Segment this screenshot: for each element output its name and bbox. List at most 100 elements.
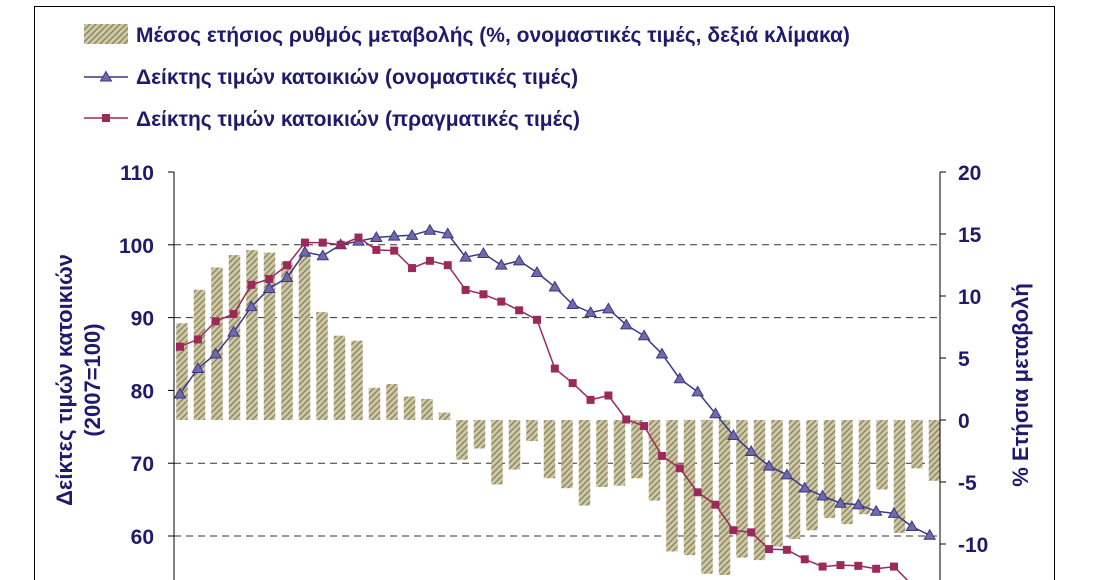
bar (648, 420, 661, 501)
real-point (747, 528, 756, 537)
left-tick-label: 70 (131, 453, 154, 476)
real-point (836, 561, 845, 570)
nominal-point (494, 258, 508, 270)
real-point (622, 415, 631, 424)
nominal-point (174, 387, 187, 399)
bar (456, 420, 468, 460)
left-axis-ticks: 110 100 90 80 70 60 (119, 162, 174, 549)
nominal-point (816, 489, 829, 501)
right-tick-label: -10 (958, 534, 988, 557)
real-point (890, 562, 898, 571)
bar (718, 420, 731, 575)
nominal-point (209, 347, 223, 359)
real-point (568, 379, 577, 388)
nominal-point (387, 229, 401, 241)
nominal-point (887, 506, 901, 518)
bar (193, 289, 206, 420)
real-point (782, 545, 791, 554)
real-point (693, 488, 702, 497)
right-tick-label: 20 (958, 162, 981, 185)
real-point (390, 246, 399, 255)
bar (281, 261, 293, 420)
bar (736, 420, 748, 558)
bar (858, 420, 871, 515)
real-point (443, 261, 452, 270)
bar (771, 420, 783, 547)
nominal-point (441, 227, 455, 239)
nominal-point (673, 372, 687, 384)
real-point (211, 317, 220, 326)
bar (928, 420, 940, 481)
real-point (479, 290, 488, 299)
bar (946, 420, 958, 496)
nominal-point (619, 318, 633, 330)
right-tick-label: -5 (958, 472, 977, 495)
nominal-point (227, 325, 240, 337)
nominal-point (762, 459, 776, 471)
real-point (300, 238, 309, 247)
right-axis-title: % Ετήσια μεταβολή (1008, 283, 1033, 487)
legend-item-nominal: Δείκτης τιμών κατοικιών (ονομαστικές τιμ… (84, 66, 578, 89)
bar (351, 340, 363, 420)
bar (578, 420, 591, 506)
left-tick-label: 60 (131, 526, 154, 549)
left-tick-label: 100 (119, 235, 154, 258)
real-point (497, 297, 506, 306)
nominal-point (245, 300, 258, 312)
nominal-point (602, 302, 615, 314)
bar (211, 267, 223, 420)
legend-item-bars: Μέσος ετήσιος ρυθμός μεταβολής (%, ονομα… (84, 24, 850, 47)
nominal-point (726, 429, 740, 441)
legend: Μέσος ετήσιος ρυθμός μεταβολής (%, ονομα… (84, 24, 850, 131)
nominal-point (834, 496, 847, 508)
real-point (372, 245, 381, 254)
legend-marker-nominal (99, 70, 113, 82)
right-tick-label: 10 (958, 286, 981, 309)
left-tick-label: 110 (120, 162, 154, 185)
bar (613, 420, 626, 486)
real-point (354, 233, 363, 242)
right-tick-label: 5 (958, 348, 970, 371)
bar (526, 420, 538, 442)
bar (876, 420, 888, 490)
nominal-point (459, 250, 472, 262)
real-point (533, 315, 541, 324)
nominal-point (405, 228, 419, 240)
legend-swatch-bars (84, 24, 128, 44)
real-point (872, 564, 881, 573)
nominal-point (691, 385, 705, 397)
bar (561, 420, 573, 489)
bar (421, 398, 433, 420)
real-point (711, 500, 720, 509)
nominal-point (851, 498, 865, 510)
real-point (800, 555, 809, 564)
real-point (818, 562, 827, 571)
bar (333, 335, 346, 420)
real-point (657, 451, 666, 460)
nominal-point (512, 254, 526, 266)
legend-label-real: Δείκτης τιμών κατοικιών (πραγματικές τιμ… (136, 108, 580, 131)
bar (386, 384, 398, 420)
bar (403, 396, 416, 420)
bar (176, 323, 188, 420)
bar (701, 420, 713, 574)
bar (596, 420, 608, 487)
nominal-point (298, 245, 312, 257)
nominal-point (369, 231, 383, 243)
left-axis-title-line2: (2007=100) (80, 323, 105, 436)
bar (473, 420, 486, 449)
bar (368, 387, 381, 420)
real-point (854, 561, 863, 570)
real-point (515, 306, 524, 315)
nominal-point (869, 504, 883, 516)
real-point (586, 395, 595, 404)
nominal-point (709, 407, 722, 419)
real-point (765, 545, 774, 554)
right-axis-ticks: 20 15 10 5 0 -5 -10 (940, 162, 988, 557)
bar (806, 420, 818, 531)
bar (631, 420, 643, 479)
real-point (729, 526, 738, 535)
nominal-point (905, 520, 919, 532)
nominal-point (262, 281, 276, 293)
nominal-point (191, 362, 205, 374)
